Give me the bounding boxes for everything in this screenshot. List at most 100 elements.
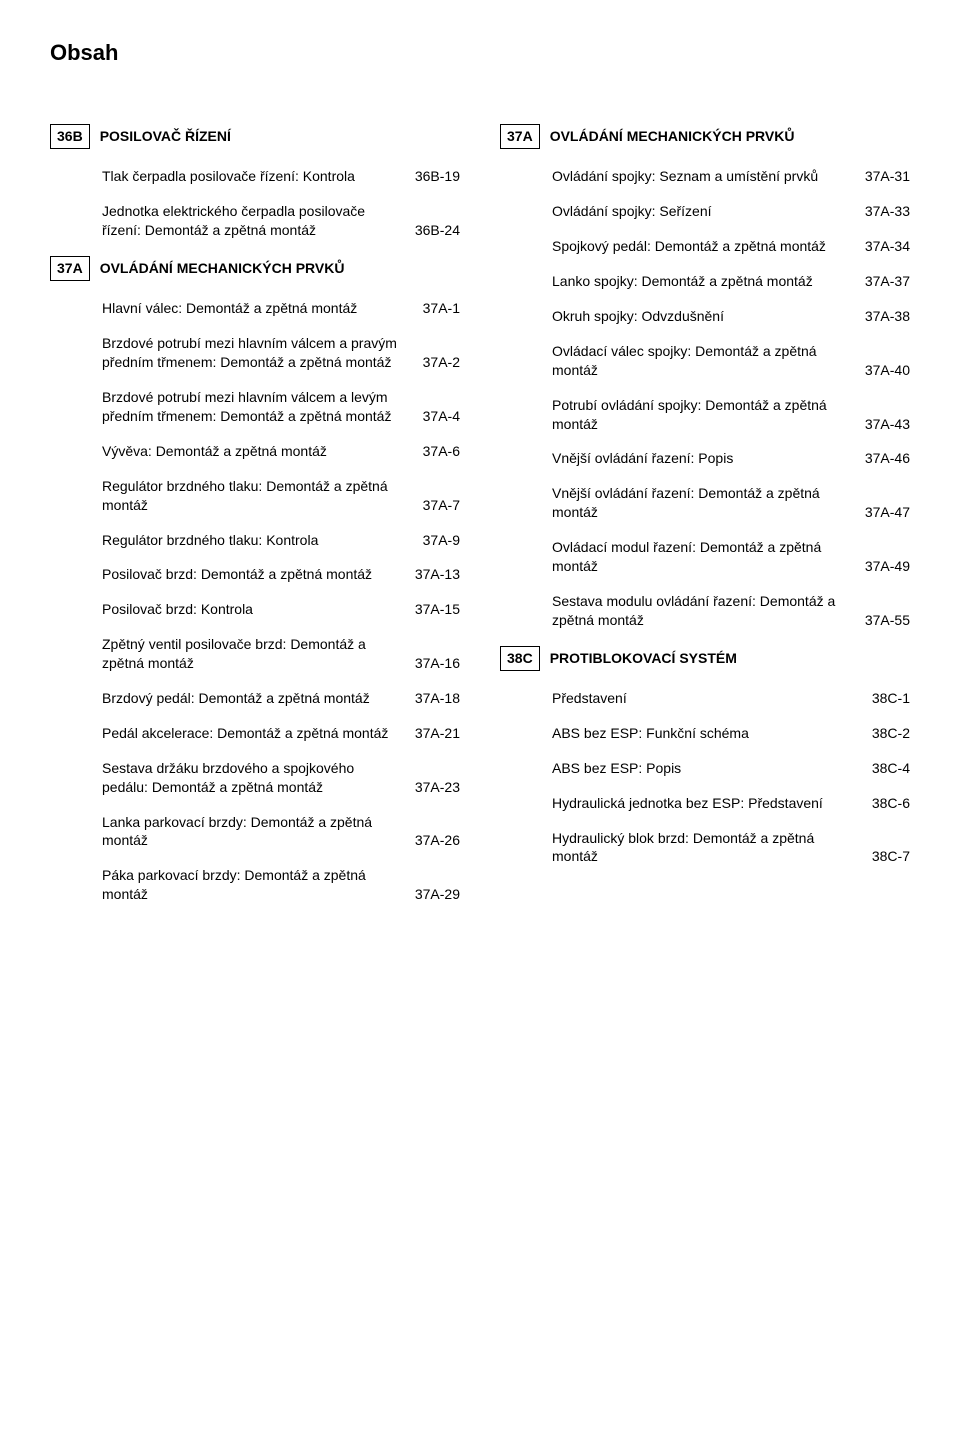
toc-entry-label: Posilovač brzd: Demontáž a zpětná montáž bbox=[102, 565, 415, 584]
toc-entry: Posilovač brzd: Kontrola37A-15 bbox=[102, 600, 460, 619]
toc-entry-page: 37A-49 bbox=[865, 557, 910, 576]
toc-entry-page: 38C-6 bbox=[872, 794, 910, 813]
toc-entry-label: Hlavní válec: Demontáž a zpětná montáž bbox=[102, 299, 423, 318]
entries: Tlak čerpadla posilovače řízení: Kontrol… bbox=[50, 167, 460, 240]
toc-entry-page: 37A-18 bbox=[415, 689, 460, 708]
toc-entry: Regulátor brzdného tlaku: Kontrola37A-9 bbox=[102, 531, 460, 550]
toc-entry-page: 37A-29 bbox=[415, 885, 460, 904]
toc-entry-page: 37A-4 bbox=[423, 407, 460, 426]
toc-entry: Okruh spojky: Odvzdušnění37A-38 bbox=[552, 307, 910, 326]
toc-entry-page: 37A-23 bbox=[415, 778, 460, 797]
toc-entry-label: Tlak čerpadla posilovače řízení: Kontrol… bbox=[102, 167, 415, 186]
toc-entry-label: Sestava modulu ovládání řazení: Demontáž… bbox=[552, 592, 865, 630]
toc-entry-page: 37A-26 bbox=[415, 831, 460, 850]
toc-entry: Lanka parkovací brzdy: Demontáž a zpětná… bbox=[102, 813, 460, 851]
toc-entry-page: 37A-21 bbox=[415, 724, 460, 743]
toc-entry: Ovládací válec spojky: Demontáž a zpětná… bbox=[552, 342, 910, 380]
toc-entry-page: 37A-43 bbox=[865, 415, 910, 434]
section-code: 36B bbox=[50, 124, 90, 149]
toc-entry: Pedál akcelerace: Demontáž a zpětná mont… bbox=[102, 724, 460, 743]
page: Obsah 36BPOSILOVAČ ŘÍZENÍ Tlak čerpadla p… bbox=[0, 0, 960, 960]
toc-entry-page: 38C-2 bbox=[872, 724, 910, 743]
toc-entry-label: Posilovač brzd: Kontrola bbox=[102, 600, 415, 619]
toc-entry-label: Vývěva: Demontáž a zpětná montáž bbox=[102, 442, 423, 461]
toc-entry-page: 36B-19 bbox=[415, 167, 460, 186]
toc-entry: Posilovač brzd: Demontáž a zpětná montáž… bbox=[102, 565, 460, 584]
toc-entry-label: Lanko spojky: Demontáž a zpětná montáž bbox=[552, 272, 865, 291]
toc-entry-page: 37A-31 bbox=[865, 167, 910, 186]
toc-entry: Ovládání spojky: Seřízení37A-33 bbox=[552, 202, 910, 221]
toc-entry-label: Brzdové potrubí mezi hlavním válcem a le… bbox=[102, 388, 423, 426]
section-header: 37A OVLÁDÁNÍ MECHANICKÝCH PRVKŮ bbox=[500, 124, 910, 149]
section-code: 37A bbox=[50, 256, 90, 281]
toc-entry: Brzdový pedál: Demontáž a zpětná montáž3… bbox=[102, 689, 460, 708]
section-header: 37A OVLÁDÁNÍ MECHANICKÝCH PRVKŮ bbox=[50, 256, 460, 281]
toc-entry-label: ABS bez ESP: Funkční schéma bbox=[552, 724, 872, 743]
toc-entry: Hydraulický blok brzd: Demontáž a zpětná… bbox=[552, 829, 910, 867]
toc-entry-label: Ovládání spojky: Seřízení bbox=[552, 202, 865, 221]
toc-entry: ABS bez ESP: Popis38C-4 bbox=[552, 759, 910, 778]
toc-entry-label: Vnější ovládání řazení: Popis bbox=[552, 449, 865, 468]
toc-entry-page: 36B-24 bbox=[415, 221, 460, 240]
toc-entry: Vnější ovládání řazení: Popis37A-46 bbox=[552, 449, 910, 468]
toc-entry-label: Páka parkovací brzdy: Demontáž a zpětná … bbox=[102, 866, 415, 904]
toc-entry: Vývěva: Demontáž a zpětná montáž37A-6 bbox=[102, 442, 460, 461]
toc-entry-page: 37A-55 bbox=[865, 611, 910, 630]
left-column: 36BPOSILOVAČ ŘÍZENÍ Tlak čerpadla posilov… bbox=[50, 116, 460, 920]
toc-entry-page: 37A-9 bbox=[423, 531, 460, 550]
entries: Představení38C-1ABS bez ESP: Funkční sch… bbox=[500, 689, 910, 866]
toc-entry-page: 37A-40 bbox=[865, 361, 910, 380]
toc-entry-label: Vnější ovládání řazení: Demontáž a zpětn… bbox=[552, 484, 865, 522]
toc-entry-label: Ovládací modul řazení: Demontáž a zpětná… bbox=[552, 538, 865, 576]
toc-entry-label: Pedál akcelerace: Demontáž a zpětná mont… bbox=[102, 724, 415, 743]
toc-entry-label: Potrubí ovládání spojky: Demontáž a zpět… bbox=[552, 396, 865, 434]
toc-entry-page: 37A-15 bbox=[415, 600, 460, 619]
toc-entry: Brzdové potrubí mezi hlavním válcem a le… bbox=[102, 388, 460, 426]
toc-entry: Představení38C-1 bbox=[552, 689, 910, 708]
toc-entry-label: Jednotka elektrického čerpadla posilovač… bbox=[102, 202, 415, 240]
toc-entry-label: Sestava držáku brzdového a spojkového pe… bbox=[102, 759, 415, 797]
toc-entry-label: Představení bbox=[552, 689, 872, 708]
toc-entry-page: 37A-33 bbox=[865, 202, 910, 221]
toc-entry-page: 37A-6 bbox=[423, 442, 460, 461]
toc-entry-page: 38C-4 bbox=[872, 759, 910, 778]
section-title: OVLÁDÁNÍ MECHANICKÝCH PRVKŮ bbox=[100, 256, 345, 276]
toc-entry-label: Ovládací válec spojky: Demontáž a zpětná… bbox=[552, 342, 865, 380]
toc-entry-page: 37A-37 bbox=[865, 272, 910, 291]
toc-entry-label: Ovládání spojky: Seznam a umístění prvků bbox=[552, 167, 865, 186]
toc-entry: Hydraulická jednotka bez ESP: Představen… bbox=[552, 794, 910, 813]
toc-entry: Ovládání spojky: Seznam a umístění prvků… bbox=[552, 167, 910, 186]
right-column: 37A OVLÁDÁNÍ MECHANICKÝCH PRVKŮ Ovládání s… bbox=[500, 116, 910, 920]
entries: Hlavní válec: Demontáž a zpětná montáž37… bbox=[50, 299, 460, 904]
toc-entry-page: 38C-1 bbox=[872, 689, 910, 708]
page-title: Obsah bbox=[50, 40, 910, 66]
toc-entry: Zpětný ventil posilovače brzd: Demontáž … bbox=[102, 635, 460, 673]
toc-entry: Sestava modulu ovládání řazení: Demontáž… bbox=[552, 592, 910, 630]
toc-entry-label: Lanka parkovací brzdy: Demontáž a zpětná… bbox=[102, 813, 415, 851]
toc-entry-label: Hydraulický blok brzd: Demontáž a zpětná… bbox=[552, 829, 872, 867]
toc-entry-page: 37A-7 bbox=[423, 496, 460, 515]
toc-entry-label: Regulátor brzdného tlaku: Kontrola bbox=[102, 531, 423, 550]
toc-entry-label: Spojkový pedál: Demontáž a zpětná montáž bbox=[552, 237, 865, 256]
toc-entry-page: 37A-47 bbox=[865, 503, 910, 522]
entries: Ovládání spojky: Seznam a umístění prvků… bbox=[500, 167, 910, 629]
section-title: OVLÁDÁNÍ MECHANICKÝCH PRVKŮ bbox=[550, 124, 795, 144]
toc-entry-page: 38C-7 bbox=[872, 847, 910, 866]
toc-entry: Spojkový pedál: Demontáž a zpětná montáž… bbox=[552, 237, 910, 256]
toc-entry: Ovládací modul řazení: Demontáž a zpětná… bbox=[552, 538, 910, 576]
toc-entry-label: ABS bez ESP: Popis bbox=[552, 759, 872, 778]
toc-entry-page: 37A-1 bbox=[423, 299, 460, 318]
toc-entry-page: 37A-46 bbox=[865, 449, 910, 468]
section-header: 36BPOSILOVAČ ŘÍZENÍ bbox=[50, 124, 460, 149]
toc-entry: Vnější ovládání řazení: Demontáž a zpětn… bbox=[552, 484, 910, 522]
toc-entry-label: Hydraulická jednotka bez ESP: Představen… bbox=[552, 794, 872, 813]
toc-entry-page: 37A-34 bbox=[865, 237, 910, 256]
toc-entry: Regulátor brzdného tlaku: Demontáž a zpě… bbox=[102, 477, 460, 515]
toc-entry-page: 37A-38 bbox=[865, 307, 910, 326]
section-title: PROTIBLOKOVACÍ SYSTÉM bbox=[550, 646, 737, 666]
toc-entry-label: Okruh spojky: Odvzdušnění bbox=[552, 307, 865, 326]
columns: 36BPOSILOVAČ ŘÍZENÍ Tlak čerpadla posilov… bbox=[50, 116, 910, 920]
toc-entry: Jednotka elektrického čerpadla posilovač… bbox=[102, 202, 460, 240]
section-code: 37A bbox=[500, 124, 540, 149]
toc-entry-page: 37A-13 bbox=[415, 565, 460, 584]
